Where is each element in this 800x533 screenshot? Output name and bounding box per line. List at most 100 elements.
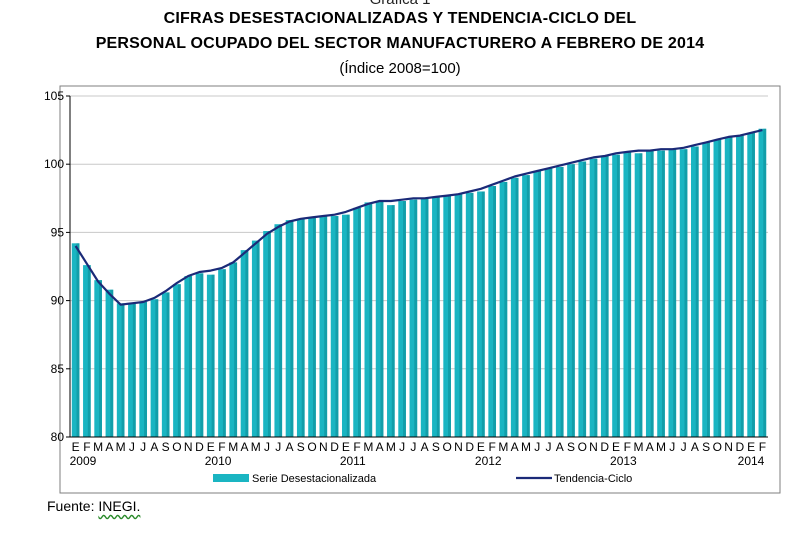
bar <box>319 216 328 437</box>
x-tick-label: F <box>489 440 496 454</box>
bar <box>758 128 767 437</box>
x-tick-label: J <box>410 440 416 454</box>
bar-shade <box>673 149 677 438</box>
bar-shade <box>459 194 463 437</box>
bar-shade <box>583 161 587 438</box>
bar <box>173 284 181 437</box>
bar-shade <box>290 220 294 437</box>
x-tick-label: O <box>307 440 316 454</box>
bar-shade <box>144 301 148 437</box>
bar <box>139 301 148 437</box>
bar-shade <box>684 149 688 438</box>
bar-shade <box>189 276 193 437</box>
bar-shade <box>200 273 204 437</box>
x-tick-label: E <box>72 440 80 454</box>
source-label: Fuente: <box>47 498 95 514</box>
bar <box>83 265 91 437</box>
bar-shade <box>335 216 339 437</box>
trend-line-series <box>74 129 763 306</box>
x-tick-label: M <box>521 440 531 454</box>
bar-shade <box>177 284 181 437</box>
x-tick-label: S <box>162 440 170 454</box>
bar-shade <box>346 214 350 437</box>
x-tick-label: D <box>736 440 745 454</box>
chart-title-line-1: CIFRAS DESESTACIONALIZADAS Y TENDENCIA-C… <box>163 10 637 27</box>
x-tick-label: E <box>477 440 485 454</box>
trend-line <box>74 129 763 306</box>
bar-shade <box>155 299 159 437</box>
chart-supertitle: Gráfica 1 <box>0 0 800 8</box>
x-tick-label: E <box>612 440 620 454</box>
bar-shade <box>234 262 238 437</box>
bar <box>184 276 193 437</box>
bar <box>454 194 463 437</box>
bar <box>747 132 755 437</box>
x-tick-label: O <box>442 440 451 454</box>
x-tick-label: N <box>724 440 733 454</box>
bar-shade <box>515 177 519 437</box>
x-tick-label: J <box>399 440 405 454</box>
y-tick-label: 85 <box>51 362 65 376</box>
bar <box>195 273 204 437</box>
x-tick-label: E <box>342 440 350 454</box>
x-tick-label: O <box>578 440 587 454</box>
bar-shade <box>256 240 260 437</box>
bar <box>555 166 564 438</box>
x-tick-label: D <box>195 440 204 454</box>
bar-shade <box>616 154 620 438</box>
x-tick-label: F <box>218 440 225 454</box>
x-tick-label: A <box>421 440 429 454</box>
bar <box>161 292 170 437</box>
bar-shade <box>99 280 102 437</box>
x-tick-label: E <box>747 440 755 454</box>
bar <box>600 156 609 438</box>
bar <box>533 171 542 437</box>
x-tick-label: N <box>589 440 598 454</box>
bar <box>240 250 249 437</box>
bar-shade <box>752 132 755 437</box>
bar-shade <box>481 191 485 437</box>
bar <box>702 142 710 437</box>
x-tick-label: M <box>363 440 373 454</box>
bar <box>364 202 373 437</box>
bar-shade <box>763 128 767 437</box>
bar <box>285 220 294 437</box>
bar-shade <box>121 303 125 437</box>
bar-shade <box>740 135 744 437</box>
bar <box>668 149 677 438</box>
bar <box>94 280 102 437</box>
bar-shade <box>110 289 114 437</box>
bar <box>409 199 418 437</box>
x-tick-label: M <box>251 440 261 454</box>
bar <box>645 150 654 437</box>
bar <box>105 289 114 437</box>
bar-shade <box>695 146 699 437</box>
bar <box>341 214 350 437</box>
bar <box>308 217 316 437</box>
bar <box>330 216 339 437</box>
bar <box>398 201 406 437</box>
x-tick-label: N <box>454 440 463 454</box>
x-tick-label: M <box>228 440 238 454</box>
bar <box>690 146 699 437</box>
bar <box>612 154 620 438</box>
x-tick-label: E <box>207 440 215 454</box>
x-tick-label: S <box>702 440 710 454</box>
x-tick-label: M <box>116 440 126 454</box>
bar <box>567 164 575 437</box>
bar-shade <box>493 186 497 437</box>
bar <box>150 299 159 437</box>
bar <box>375 201 384 437</box>
bar-shade <box>425 198 429 437</box>
bar <box>251 240 260 437</box>
x-tick-label: M <box>656 440 666 454</box>
y-tick-label: 80 <box>51 430 65 444</box>
x-tick-label: F <box>83 440 90 454</box>
bar-shade <box>222 269 226 437</box>
bar-shade <box>76 243 80 437</box>
source-note: Fuente: INEGI. <box>47 498 140 514</box>
bar-shade <box>414 199 418 437</box>
bar-shade <box>436 196 440 437</box>
x-tick-label: D <box>600 440 609 454</box>
